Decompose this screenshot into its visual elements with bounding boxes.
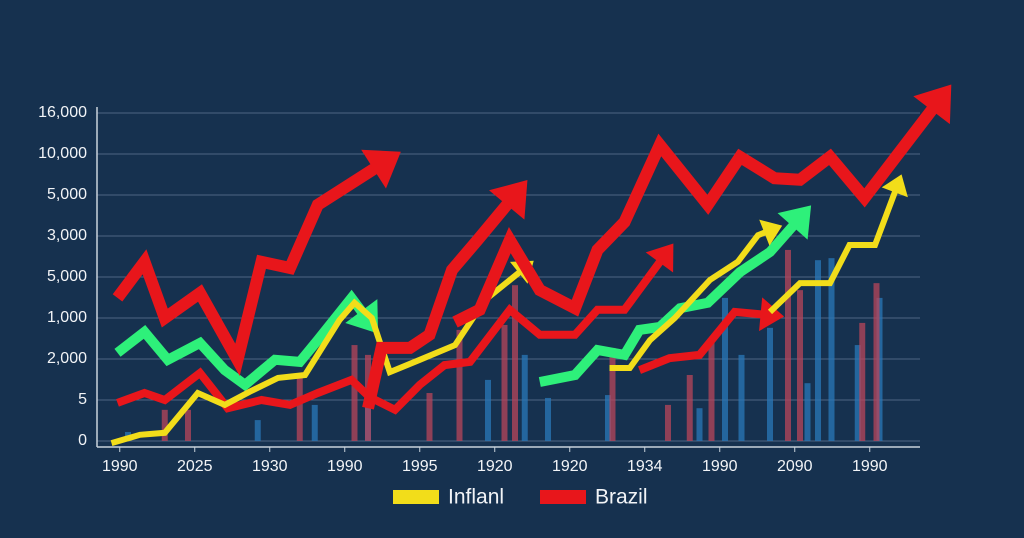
bar xyxy=(185,409,191,441)
bar xyxy=(605,395,611,441)
x-tick-label: 1990 xyxy=(702,458,738,475)
arrowhead xyxy=(759,297,785,332)
bar xyxy=(296,374,303,441)
bar xyxy=(859,322,866,441)
x-tick-label: 2025 xyxy=(177,458,213,475)
line xyxy=(116,252,771,415)
y-tick-label: 3,000 xyxy=(47,227,87,244)
bar xyxy=(161,409,168,441)
y-tick-label: 5,000 xyxy=(47,186,87,203)
bar xyxy=(804,383,811,441)
bar xyxy=(501,324,508,441)
bar xyxy=(686,374,693,441)
bar xyxy=(254,420,261,441)
arrowhead xyxy=(913,84,952,125)
bar xyxy=(815,260,821,441)
bar xyxy=(665,404,671,441)
legend-label: Brazil xyxy=(595,486,648,509)
x-tick-label: 1990 xyxy=(327,458,363,475)
labels: 0 5 2,000 1,000 5,000 3,000 5,000 10,000 16,000 1… xyxy=(38,104,888,475)
y-tick-label: 16,000 xyxy=(38,104,87,121)
bar xyxy=(426,393,433,441)
bar xyxy=(708,340,715,441)
bar xyxy=(456,329,463,441)
bar xyxy=(311,404,318,441)
y-tick-label: 1,000 xyxy=(47,309,87,326)
arrowhead xyxy=(759,219,783,246)
arrowhead xyxy=(361,149,401,189)
lines xyxy=(110,84,952,446)
legend-swatch xyxy=(540,490,586,504)
bar xyxy=(738,354,745,441)
bar xyxy=(767,327,773,441)
legend-swatch xyxy=(393,490,439,504)
y-tick-label: 10,000 xyxy=(38,145,87,162)
bar xyxy=(785,249,791,441)
y-tick-label: 0 xyxy=(78,432,87,449)
line xyxy=(110,184,901,446)
y-tick-label: 5,000 xyxy=(47,268,87,285)
bar xyxy=(722,297,728,441)
arrowhead xyxy=(489,180,528,220)
arrowhead xyxy=(645,243,674,273)
x-tick-label: 1990 xyxy=(102,458,138,475)
legend: Inflanl Brazil xyxy=(393,486,648,509)
arrowhead xyxy=(345,299,379,334)
bar xyxy=(545,397,551,441)
arrowhead xyxy=(881,174,908,198)
bar xyxy=(873,283,880,441)
line xyxy=(112,96,945,410)
bar xyxy=(609,347,616,441)
y-tick-label: 2,000 xyxy=(47,350,87,367)
legend-label: Inflanl xyxy=(448,486,504,509)
bar xyxy=(521,354,528,441)
x-tick-label: 1930 xyxy=(252,458,288,475)
y-tick-label: 5 xyxy=(78,391,87,408)
x-tick-label: 1920 xyxy=(552,458,588,475)
line xyxy=(114,214,804,392)
x-tick-label: 1995 xyxy=(402,458,438,475)
bar xyxy=(512,285,518,441)
x-tick-label: 1990 xyxy=(852,458,888,475)
bar xyxy=(828,258,835,441)
arrowhead xyxy=(777,205,812,240)
bar xyxy=(485,379,491,441)
x-tick-label: 2090 xyxy=(777,458,813,475)
bar xyxy=(696,408,703,441)
bar xyxy=(351,345,358,441)
x-tick-label: 1920 xyxy=(477,458,513,475)
bar xyxy=(854,345,861,441)
x-tick-label: 1934 xyxy=(627,458,663,475)
bar xyxy=(797,290,803,441)
